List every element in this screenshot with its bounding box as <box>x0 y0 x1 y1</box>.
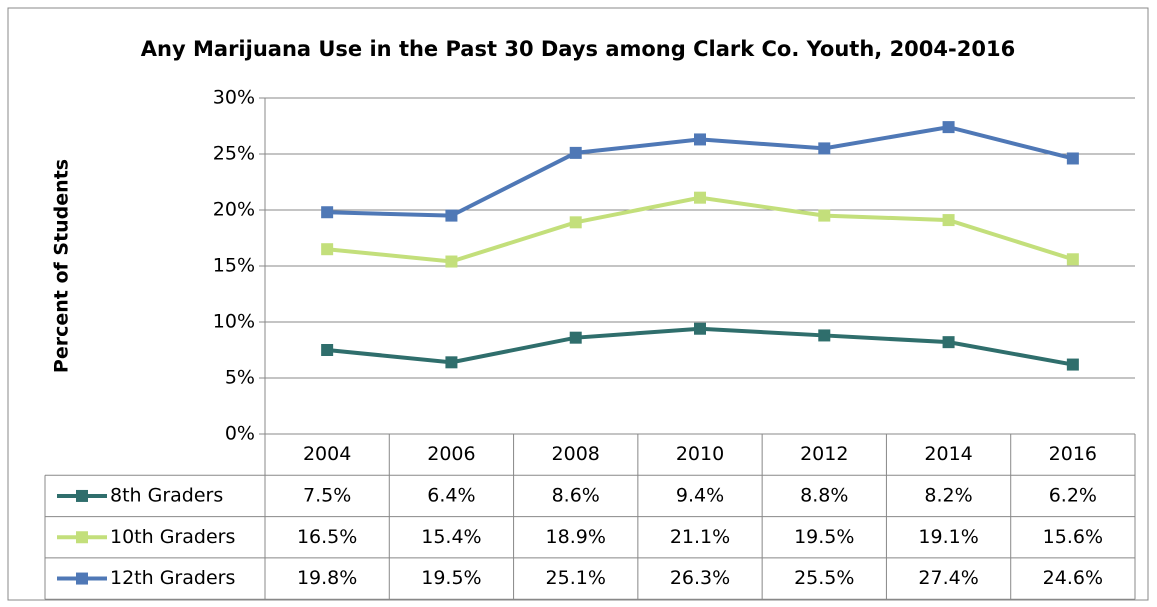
table-cell: 8.2% <box>924 484 972 506</box>
data-point <box>445 356 458 369</box>
data-point <box>694 322 706 335</box>
y-tick-label: 25% <box>213 143 255 165</box>
y-tick-label: 10% <box>213 311 255 333</box>
table-cell: 21.1% <box>670 526 730 548</box>
table-cell: 25.1% <box>546 567 606 589</box>
legend-marker <box>76 572 88 585</box>
table-cell: 24.6% <box>1043 567 1103 589</box>
data-point <box>942 214 955 227</box>
y-tick-label: 20% <box>213 199 255 221</box>
x-tick-label: 2004 <box>303 443 351 465</box>
x-tick-label: 2010 <box>676 443 724 465</box>
data-point <box>321 243 334 256</box>
x-tick-label: 2006 <box>427 443 475 465</box>
y-tick-label: 30% <box>213 87 255 109</box>
data-point <box>818 209 831 222</box>
table-cell: 7.5% <box>303 484 351 506</box>
y-axis-label: Percent of Students <box>51 159 73 373</box>
data-point <box>445 255 458 268</box>
data-point <box>321 206 334 219</box>
table-cell: 15.6% <box>1043 526 1103 548</box>
table-cell: 18.9% <box>546 526 606 548</box>
table-cell: 15.4% <box>421 526 481 548</box>
table-cell: 6.2% <box>1049 484 1097 506</box>
data-point <box>1066 152 1079 165</box>
table-cell: 16.5% <box>297 526 357 548</box>
y-tick-label: 15% <box>213 255 255 277</box>
table-cell: 6.4% <box>427 484 475 506</box>
table-cell: 19.5% <box>794 526 854 548</box>
table-cell: 27.4% <box>918 567 978 589</box>
legend-marker <box>76 531 88 544</box>
x-tick-label: 2016 <box>1049 443 1097 465</box>
data-point <box>321 344 334 356</box>
data-point <box>942 336 955 349</box>
data-point <box>942 121 955 134</box>
data-point <box>694 133 706 146</box>
x-tick-label: 2012 <box>800 443 848 465</box>
y-tick-label: 5% <box>225 367 255 389</box>
data-point <box>569 216 582 229</box>
y-tick-label: 0% <box>225 423 255 445</box>
table-cell: 19.5% <box>421 567 481 589</box>
table-cell: 8.6% <box>552 484 600 506</box>
data-point <box>818 142 831 155</box>
table-cell: 9.4% <box>676 484 724 506</box>
data-point <box>1066 253 1079 266</box>
legend-label: 12th Graders <box>110 567 235 589</box>
legend-label: 8th Graders <box>110 484 223 506</box>
table-cell: 8.8% <box>800 484 848 506</box>
table-cell: 19.8% <box>297 567 357 589</box>
data-point <box>694 191 706 204</box>
data-point <box>569 146 582 159</box>
table-cell: 25.5% <box>794 567 854 589</box>
chart-title: Any Marijuana Use in the Past 30 Days am… <box>141 37 1015 61</box>
legend-label: 10th Graders <box>110 526 235 548</box>
data-point <box>569 331 582 344</box>
x-tick-label: 2014 <box>924 443 972 465</box>
table-cell: 19.1% <box>918 526 978 548</box>
data-point <box>1066 358 1079 371</box>
data-point <box>818 329 831 342</box>
chart-border <box>7 7 1149 601</box>
data-point <box>445 209 458 222</box>
x-tick-label: 2008 <box>552 443 600 465</box>
legend-marker <box>76 489 88 502</box>
table-cell: 26.3% <box>670 567 730 589</box>
